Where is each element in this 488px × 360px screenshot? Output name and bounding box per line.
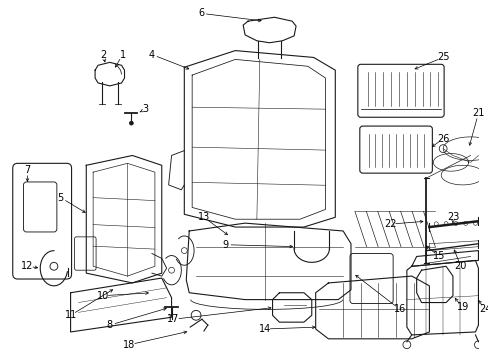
Text: 22: 22 [383, 219, 396, 229]
Text: 21: 21 [471, 108, 484, 118]
Circle shape [129, 121, 133, 125]
Text: 8: 8 [106, 320, 113, 330]
Text: 15: 15 [432, 252, 445, 261]
Text: 14: 14 [258, 324, 270, 334]
Text: 25: 25 [436, 53, 448, 62]
Text: 16: 16 [393, 305, 406, 314]
Text: 20: 20 [454, 261, 466, 271]
Text: 5: 5 [58, 193, 64, 203]
Text: 24: 24 [478, 305, 488, 314]
Text: 2: 2 [100, 50, 106, 59]
Text: 6: 6 [198, 8, 203, 18]
Text: 12: 12 [21, 261, 34, 271]
Text: 19: 19 [456, 302, 468, 312]
Text: 13: 13 [197, 212, 210, 222]
Text: 9: 9 [222, 240, 228, 250]
Text: 18: 18 [123, 340, 135, 350]
Text: 7: 7 [24, 165, 31, 175]
Text: 3: 3 [142, 104, 148, 114]
Text: 23: 23 [446, 212, 458, 222]
Text: 11: 11 [64, 310, 77, 320]
Text: 17: 17 [167, 314, 180, 324]
Text: 1: 1 [119, 50, 125, 59]
Text: 10: 10 [97, 291, 109, 301]
Text: 4: 4 [148, 50, 155, 59]
Text: 26: 26 [436, 134, 448, 144]
